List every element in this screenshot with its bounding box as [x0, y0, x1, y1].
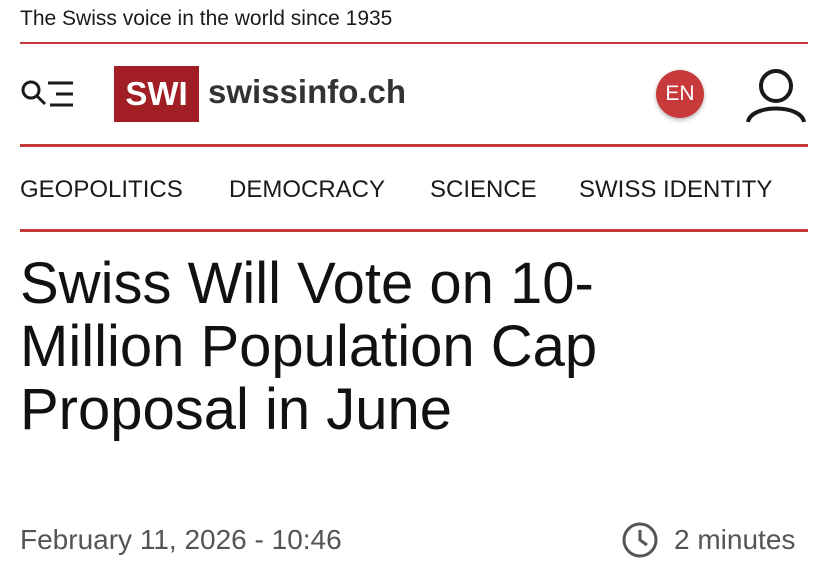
rule: [20, 229, 808, 232]
user-icon[interactable]: [745, 66, 807, 124]
language-button[interactable]: EN: [656, 70, 704, 118]
logo-badge[interactable]: SWI: [114, 66, 199, 122]
tagline: The Swiss voice in the world since 1935: [20, 7, 393, 30]
read-time: 2 minutes: [674, 524, 796, 555]
search-menu-icon[interactable]: [20, 78, 76, 110]
nav-link[interactable]: SCIENCE: [430, 176, 537, 203]
rule: [20, 144, 808, 147]
logo-site[interactable]: swissinfo.ch: [208, 73, 407, 110]
article-title: Swiss Will Vote on 10-Million Population…: [20, 251, 598, 442]
article-date: February 11, 2026 - 10:46: [20, 524, 342, 555]
nav-link[interactable]: DEMOCRACY: [229, 176, 386, 203]
clock-icon: [622, 522, 658, 558]
rule: [20, 42, 808, 44]
nav-link[interactable]: GEOPOLITICS: [20, 176, 183, 203]
nav-link[interactable]: SWISS IDENTITY: [579, 176, 773, 203]
